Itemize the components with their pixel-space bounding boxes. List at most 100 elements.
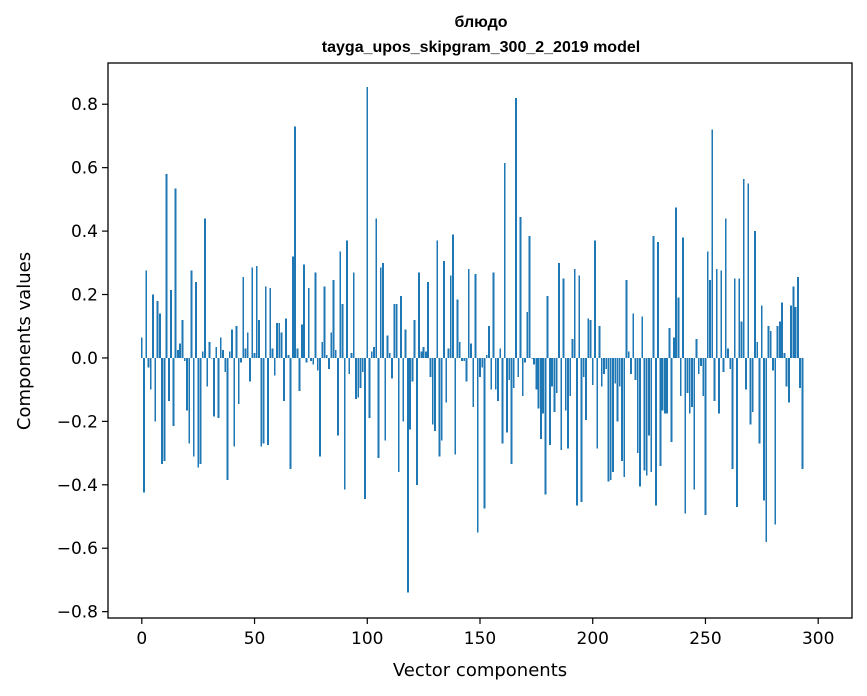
bar — [483, 357, 486, 509]
bar — [521, 357, 524, 396]
bar — [172, 357, 175, 427]
bar — [395, 304, 398, 358]
bar — [614, 357, 617, 384]
bar — [294, 126, 297, 358]
bar — [636, 357, 639, 454]
bar — [456, 299, 459, 358]
bar — [145, 270, 148, 358]
bar — [312, 357, 315, 365]
bar — [524, 357, 526, 363]
bar — [587, 318, 590, 358]
bar — [634, 357, 637, 381]
bar — [447, 348, 450, 358]
bar — [179, 343, 182, 358]
bar — [237, 357, 240, 404]
bar — [273, 357, 276, 376]
bar — [472, 357, 475, 408]
bar — [226, 357, 229, 481]
bar — [598, 326, 601, 358]
bar — [215, 346, 218, 358]
bar — [402, 357, 405, 422]
bar — [751, 357, 754, 412]
bar — [436, 240, 439, 358]
x-tick-label: 300 — [802, 629, 834, 649]
bar — [280, 332, 283, 358]
bar — [325, 354, 328, 358]
x-tick-label: 150 — [464, 629, 496, 649]
bar — [661, 357, 664, 411]
bar — [305, 357, 308, 363]
bar — [246, 332, 249, 358]
bar — [156, 300, 159, 358]
bar — [530, 357, 533, 359]
bar — [415, 357, 418, 485]
bar — [143, 357, 145, 493]
bar — [535, 357, 538, 390]
y-tick-label: 0.8 — [71, 95, 98, 115]
bar — [158, 313, 161, 358]
bar — [249, 357, 251, 382]
bar — [429, 357, 432, 377]
bar — [431, 357, 434, 425]
bar — [519, 216, 522, 358]
bar — [253, 353, 256, 358]
bar — [219, 337, 222, 358]
bar — [300, 324, 303, 358]
y-axis: −0.8 −0.6 −0.4 −0.2 0.0 0.2 0.4 0.6 0.8 — [57, 95, 108, 623]
bar — [303, 264, 306, 358]
bar — [276, 323, 278, 358]
bar — [485, 354, 488, 358]
bar — [544, 357, 547, 495]
bar — [282, 357, 285, 401]
x-tick-label: 200 — [577, 629, 609, 649]
x-axis: 0 50 100 150 200 250 300 — [136, 618, 834, 649]
bar — [533, 357, 536, 365]
bar — [799, 357, 802, 389]
bar — [278, 323, 281, 358]
bar — [364, 357, 366, 500]
bar — [765, 357, 768, 542]
bar — [641, 316, 644, 358]
bar — [670, 357, 673, 442]
bar — [720, 270, 723, 358]
bar — [334, 350, 337, 358]
bar — [749, 357, 752, 425]
bar — [654, 357, 657, 506]
bar — [573, 269, 576, 358]
bar — [337, 357, 339, 436]
bar — [264, 286, 267, 358]
bar — [289, 357, 292, 469]
bar — [560, 357, 563, 450]
bar — [400, 296, 402, 358]
chart-title: блюдо — [454, 14, 507, 31]
bar — [555, 357, 558, 393]
bar — [517, 357, 520, 377]
bar — [562, 278, 565, 358]
bar — [406, 357, 409, 593]
bar — [582, 357, 585, 377]
bar — [666, 357, 669, 414]
bar — [783, 353, 786, 358]
bar — [384, 357, 387, 441]
bar — [499, 348, 502, 358]
bar — [794, 307, 797, 358]
bar — [476, 357, 479, 533]
y-tick-label: −0.2 — [57, 412, 98, 432]
bar — [648, 357, 650, 436]
bar — [298, 357, 301, 392]
bar — [251, 267, 254, 358]
bar — [397, 357, 400, 473]
bar — [589, 319, 592, 358]
bar — [684, 357, 687, 514]
x-tick-label: 250 — [689, 629, 721, 649]
bar — [729, 357, 732, 370]
bar — [366, 86, 369, 358]
bar — [715, 269, 718, 358]
bar — [409, 357, 412, 430]
bar — [361, 357, 364, 373]
bar — [571, 338, 574, 358]
bar — [204, 218, 206, 358]
bar — [497, 357, 499, 401]
bar — [539, 357, 542, 439]
